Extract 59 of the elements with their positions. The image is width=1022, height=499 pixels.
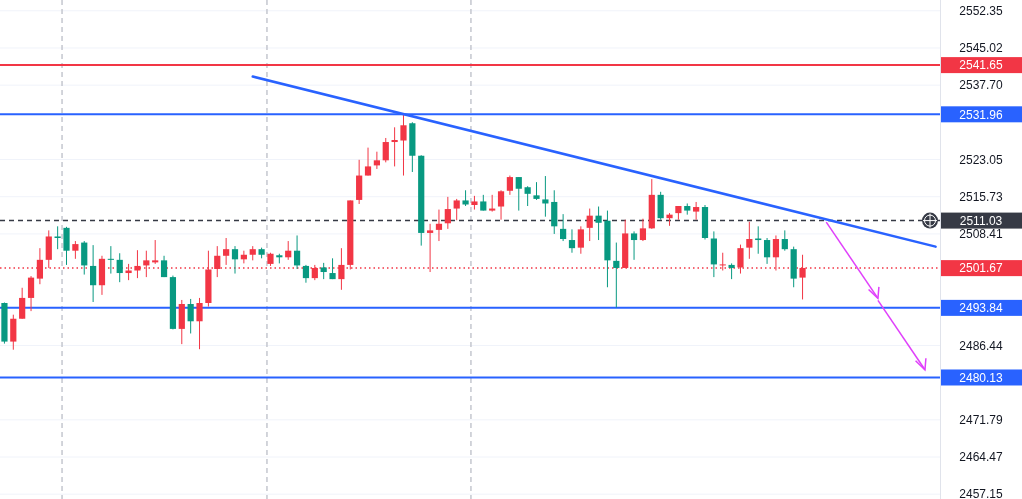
candlestick — [630, 230, 638, 261]
ref-line-label: 2541.65 — [959, 58, 1004, 73]
candlestick — [400, 114, 407, 177]
candlestick — [382, 137, 389, 163]
candlestick — [54, 225, 61, 250]
candlestick — [497, 189, 505, 221]
candlestick — [577, 225, 584, 255]
candlestick — [27, 275, 35, 312]
y-tick-label: 2545.02 — [959, 41, 1004, 56]
candlestick — [595, 206, 602, 241]
candlestick — [781, 229, 788, 252]
candlestick — [657, 191, 664, 221]
ref-line-label: 2493.84 — [959, 301, 1004, 316]
candlestick — [639, 218, 647, 242]
y-tick-label: 2523.05 — [959, 152, 1004, 167]
candlestick — [763, 237, 771, 265]
candlestick — [506, 175, 514, 196]
candlestick — [19, 287, 26, 320]
candlestick — [152, 239, 159, 265]
candlestick — [613, 242, 620, 309]
y-tick-label: 2464.47 — [959, 450, 1004, 465]
ref-line-label: 2531.96 — [959, 107, 1004, 122]
candlestick — [560, 213, 567, 242]
candlestick — [373, 151, 380, 170]
y-tick-label: 2515.73 — [959, 189, 1004, 204]
candlestick — [435, 209, 443, 242]
candlestick — [453, 198, 460, 221]
y-tick-label: 2552.35 — [959, 3, 1004, 18]
ref-line-label: 2480.13 — [959, 370, 1004, 385]
candlestick — [515, 176, 522, 212]
candlestick — [542, 175, 549, 218]
candlestick — [746, 221, 753, 260]
candlestick — [223, 237, 230, 266]
candlestick — [391, 126, 398, 167]
ref-line-label: 2511.03 — [959, 213, 1003, 228]
y-tick-label: 2537.70 — [959, 78, 1004, 93]
candlestick — [116, 252, 123, 283]
y-tick-label: 2508.41 — [959, 227, 1004, 242]
y-tick-label: 2486.44 — [959, 338, 1004, 353]
candlestick — [586, 208, 593, 242]
candlestick — [338, 247, 345, 291]
y-tick-label: 2471.79 — [959, 413, 1004, 428]
candlestick — [693, 201, 700, 221]
candlestick — [107, 245, 114, 275]
candlestick — [10, 314, 17, 351]
y-tick-label: 2457.15 — [959, 487, 1004, 499]
candlestick — [134, 249, 141, 279]
candlestick — [187, 298, 194, 334]
candlestick — [444, 196, 451, 230]
candlestick — [568, 228, 576, 254]
candlestick — [524, 185, 531, 207]
candlestick — [293, 234, 301, 270]
candlestick — [196, 297, 203, 350]
candlestick — [90, 244, 97, 303]
candlestick — [364, 147, 372, 177]
ref-line-label: 2501.67 — [959, 261, 1004, 276]
candlestick — [231, 245, 239, 275]
candlestick — [63, 226, 70, 266]
candlestick — [81, 240, 88, 276]
